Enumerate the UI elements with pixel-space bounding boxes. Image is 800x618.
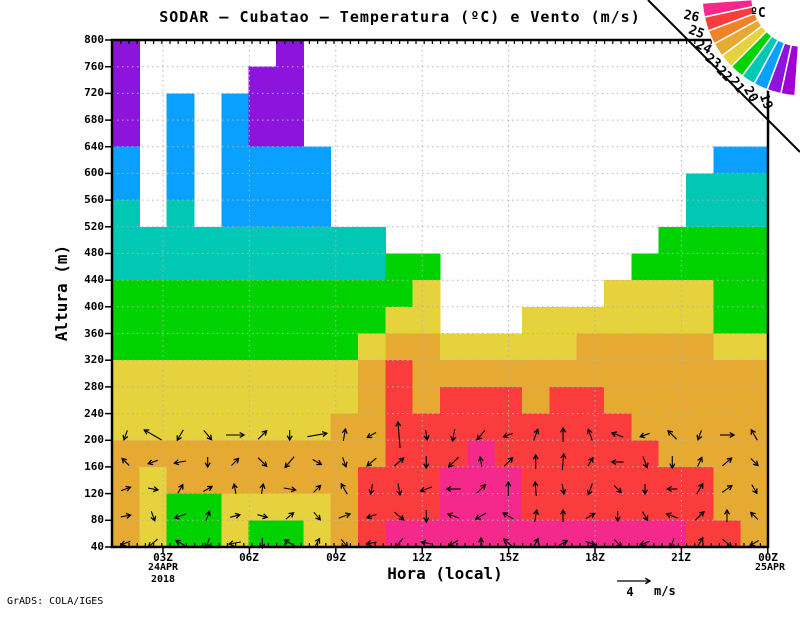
chart-title: SODAR – Cubatao – Temperatura (ºC) e Ven… bbox=[159, 8, 641, 26]
y-tick-label: 120 bbox=[84, 487, 104, 500]
y-tick-label: 520 bbox=[84, 220, 104, 233]
legend-separator-line bbox=[647, 0, 800, 153]
date-label-24apr: 24APR bbox=[147, 562, 179, 573]
y-tick-label: 720 bbox=[84, 86, 104, 99]
y-tick-label: 600 bbox=[84, 166, 104, 179]
y-tick-label: 560 bbox=[84, 193, 104, 206]
y-tick-label: 480 bbox=[84, 246, 104, 259]
svg-text:26: 26 bbox=[682, 8, 701, 26]
date-label-25apr: 25APR bbox=[754, 562, 786, 573]
y-tick-label: 320 bbox=[84, 353, 104, 366]
y-tick-label: 400 bbox=[84, 300, 104, 313]
x-tick-label: 00Z bbox=[758, 551, 778, 564]
reference-vector-unit: m/s bbox=[654, 584, 676, 598]
y-tick-label: 800 bbox=[84, 33, 104, 46]
x-tick-label: 06Z bbox=[239, 551, 259, 564]
x-tick-label: 15Z bbox=[499, 551, 519, 564]
wind-vectors bbox=[119, 420, 759, 550]
y-tick-label: 240 bbox=[84, 407, 104, 420]
y-tick-label: 680 bbox=[84, 113, 104, 126]
x-tick-label: 18Z bbox=[585, 551, 605, 564]
y-tick-label: 440 bbox=[84, 273, 104, 286]
legend-color-fan bbox=[701, 0, 800, 97]
svg-text:25: 25 bbox=[686, 23, 706, 43]
legend-unit-label: ºC bbox=[750, 6, 766, 21]
reference-vector-value: 4 bbox=[626, 585, 634, 599]
x-tick-label: 03Z bbox=[153, 551, 173, 564]
x-tick-label: 09Z bbox=[326, 551, 346, 564]
y-tick-label: 40 bbox=[90, 540, 104, 553]
y-tick-label: 640 bbox=[84, 140, 104, 153]
x-axis-title: Hora (local) bbox=[387, 564, 503, 583]
y-tick-label: 200 bbox=[84, 433, 104, 446]
y-axis-title: Altura (m) bbox=[52, 244, 71, 342]
date-label-2018: 2018 bbox=[150, 574, 176, 585]
y-tick-label: 160 bbox=[84, 460, 104, 473]
x-tick-label: 21Z bbox=[671, 551, 691, 564]
y-tick-label: 280 bbox=[84, 380, 104, 393]
temperature-field bbox=[112, 40, 769, 548]
y-tick-label: 760 bbox=[84, 60, 104, 73]
x-tick-label: 12Z bbox=[412, 551, 432, 564]
svg-text:20: 20 bbox=[740, 84, 761, 105]
svg-text:19: 19 bbox=[756, 92, 776, 112]
y-tick-label: 80 bbox=[90, 513, 104, 526]
grads-credit: GrADS: COLA/IGES bbox=[7, 596, 104, 607]
svg-text:24: 24 bbox=[693, 37, 714, 58]
y-tick-label: 360 bbox=[84, 327, 104, 340]
